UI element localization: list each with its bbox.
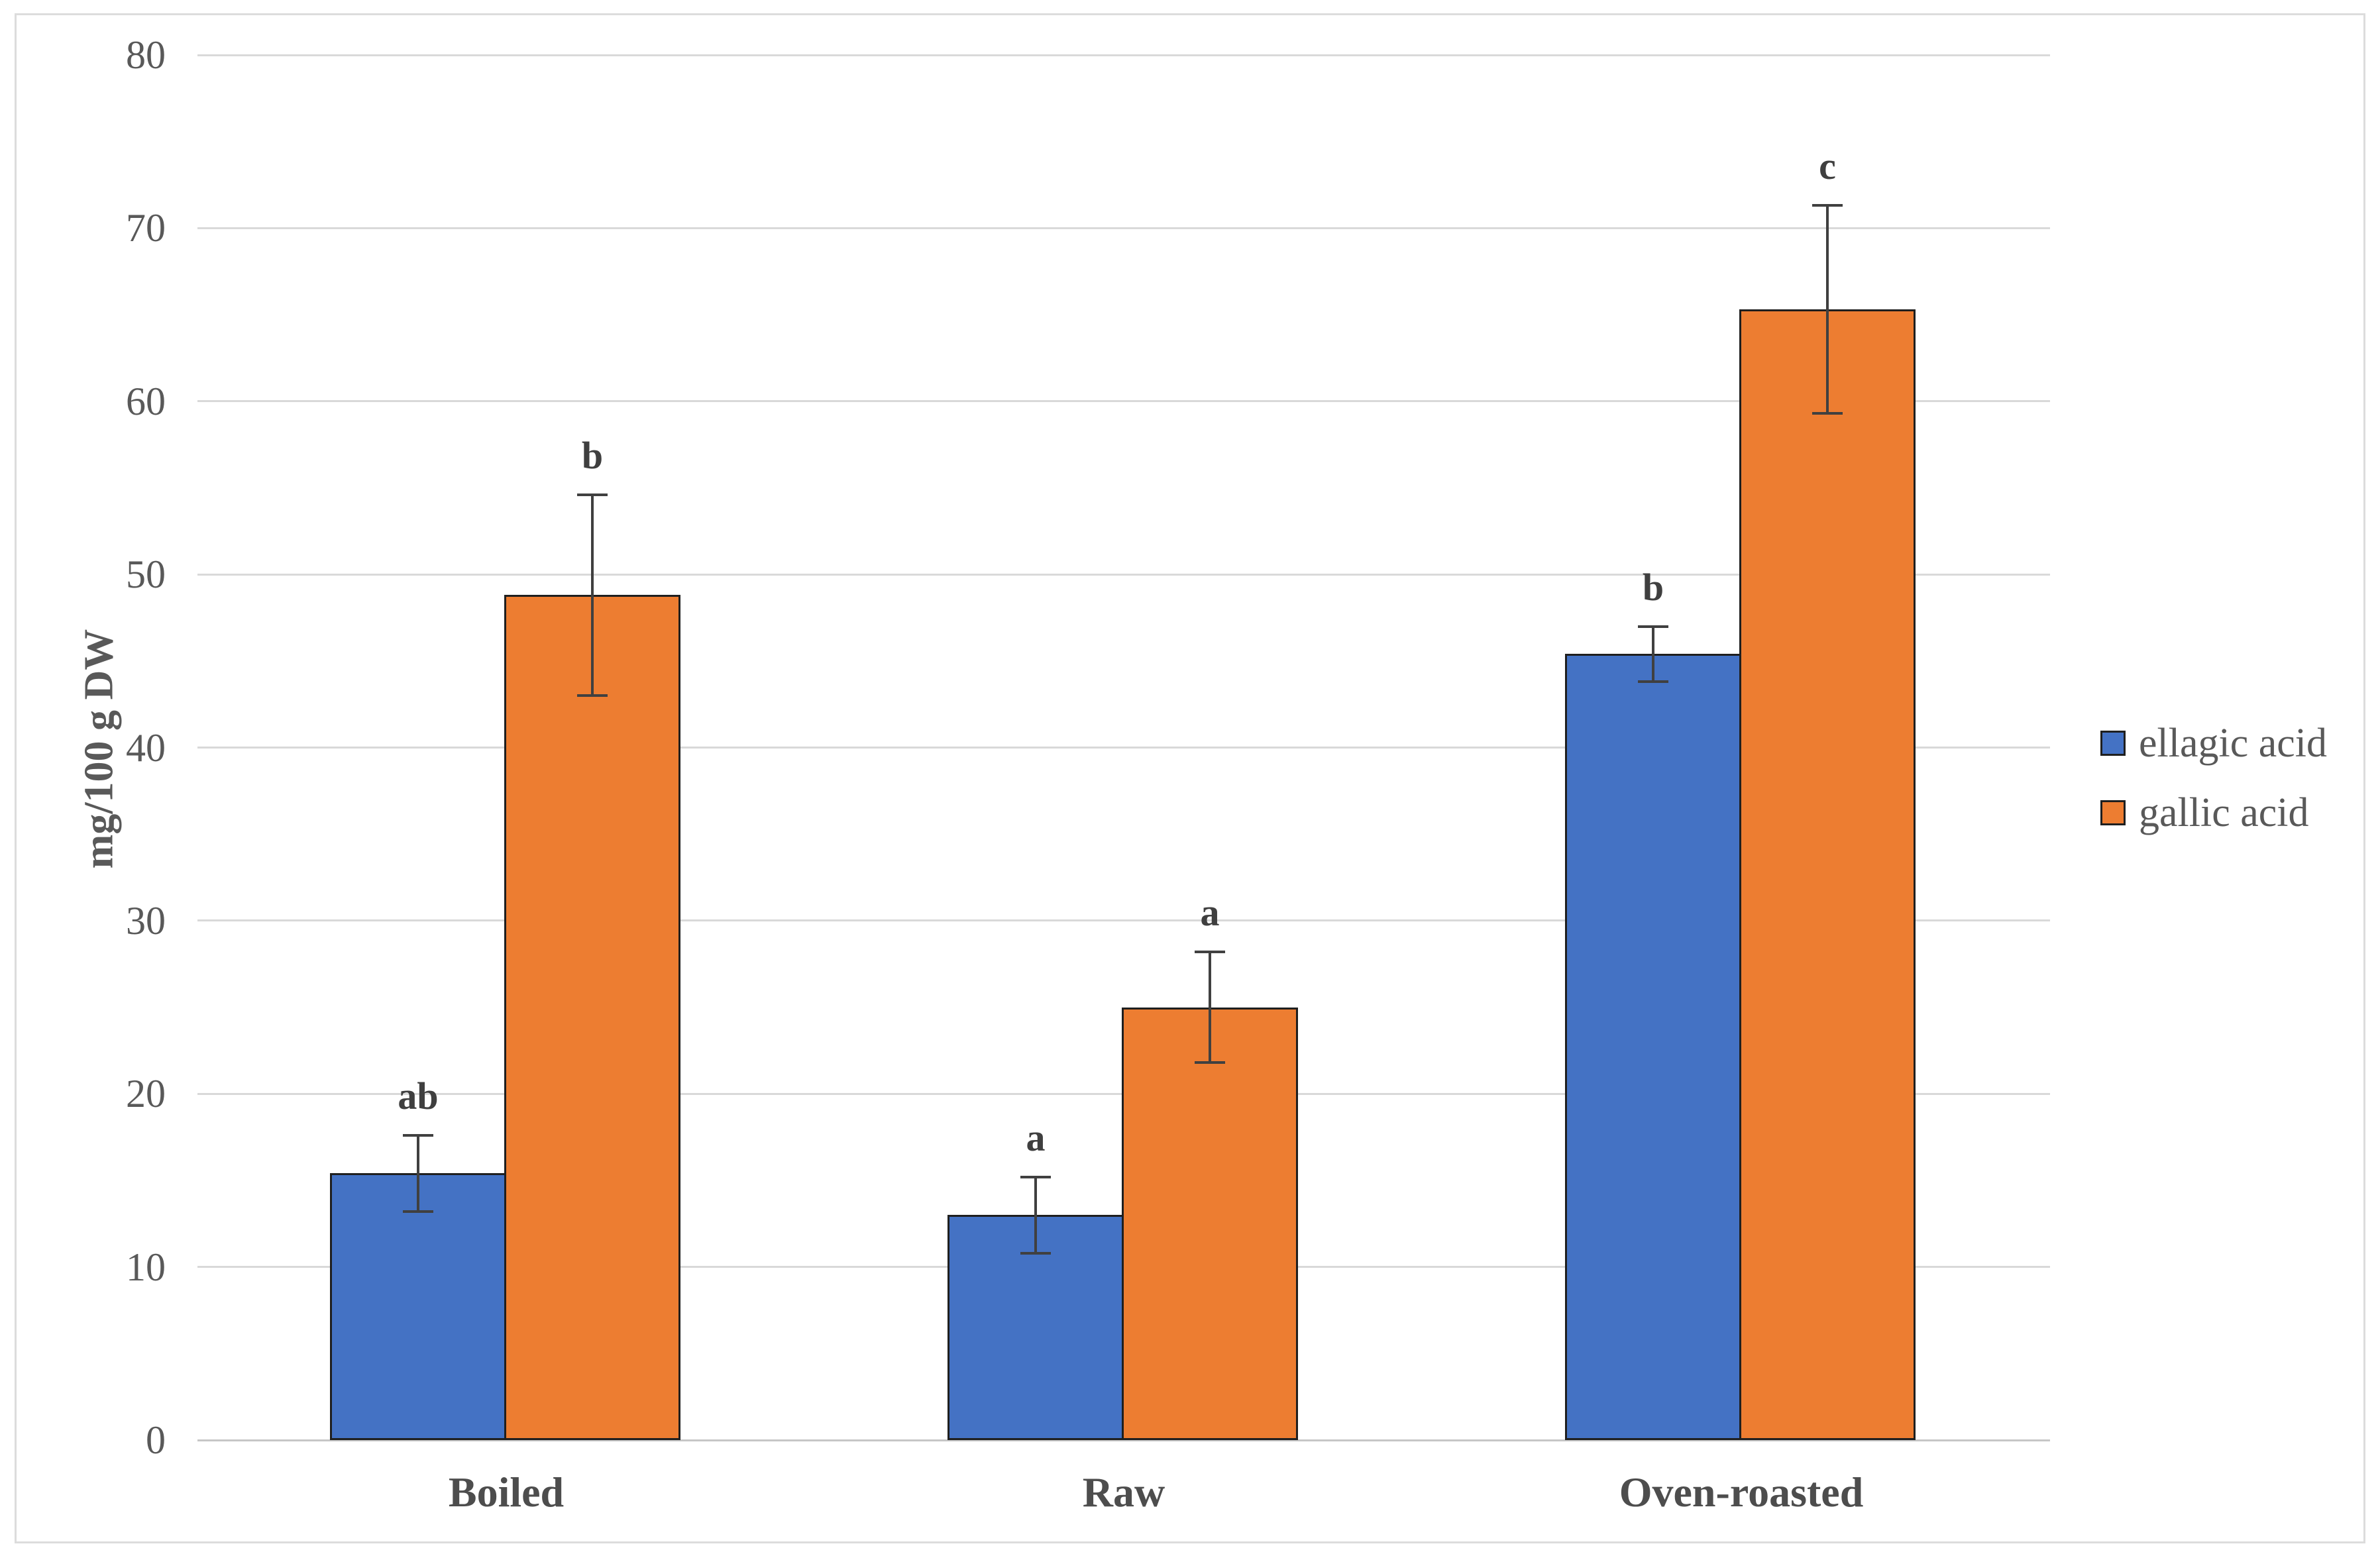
y-tick-label: 80 (126, 33, 166, 77)
error-bar (1652, 626, 1654, 682)
error-bar-cap (577, 694, 608, 698)
gridline (197, 919, 2050, 922)
x-category-label: Oven-roasted (1619, 1469, 1864, 1516)
y-tick-label: 70 (126, 206, 166, 250)
bar-gallic-acid-boiled (504, 595, 680, 1440)
y-tick-label: 50 (126, 552, 166, 597)
error-bar-cap (1638, 625, 1668, 628)
error-bar-cap (1812, 204, 1843, 207)
x-axis-line (197, 1439, 2050, 1441)
error-bar-cap (403, 1133, 433, 1137)
x-category-label: Raw (1082, 1469, 1165, 1516)
error-bar-cap (1195, 950, 1225, 953)
gridline (197, 400, 2050, 403)
bar-gallic-acid-oven-roasted (1739, 309, 1916, 1440)
legend-item: gallic acid (2100, 790, 2327, 835)
significance-letter: b (1642, 565, 1664, 609)
error-bar (591, 494, 594, 696)
error-bar-cap (1020, 1175, 1051, 1178)
x-category-label: Boiled (448, 1469, 565, 1516)
legend-swatch-gallic-acid (2100, 800, 2126, 825)
y-tick-label: 10 (126, 1245, 166, 1289)
legend-swatch-ellagic-acid (2100, 731, 2126, 756)
error-bar (1209, 951, 1211, 1063)
gridline (197, 54, 2050, 56)
bar-ellagic-acid-boiled (330, 1173, 506, 1440)
bar-ellagic-acid-oven-roasted (1565, 654, 1741, 1440)
significance-letter: c (1819, 144, 1836, 188)
gridline (197, 573, 2050, 576)
error-bar-cap (1812, 412, 1843, 415)
legend: ellagic acid gallic acid (2100, 721, 2327, 835)
error-bar-cap (403, 1210, 433, 1213)
error-bar (417, 1135, 419, 1212)
error-bar-cap (1195, 1061, 1225, 1064)
significance-letter: b (581, 433, 604, 477)
y-tick-label: 0 (146, 1418, 166, 1462)
y-tick-label: 20 (126, 1072, 166, 1116)
legend-label: gallic acid (2139, 790, 2309, 835)
gridline (197, 747, 2050, 749)
error-bar-cap (1638, 680, 1668, 684)
y-tick-label: 30 (126, 898, 166, 943)
bar-gallic-acid-raw (1122, 1007, 1298, 1440)
error-bar (1034, 1176, 1037, 1253)
error-bar-cap (577, 493, 608, 496)
y-tick-label: 40 (126, 725, 166, 770)
error-bar (1826, 205, 1829, 414)
y-tick-label: 60 (126, 379, 166, 423)
plot-area: ab b a a b c (197, 54, 2050, 1441)
significance-letter: a (1200, 890, 1220, 934)
legend-label: ellagic acid (2139, 721, 2327, 766)
significance-letter: a (1026, 1115, 1046, 1159)
gridline (197, 227, 2050, 229)
significance-letter: ab (398, 1074, 439, 1117)
error-bar-cap (1020, 1251, 1051, 1255)
legend-item: ellagic acid (2100, 721, 2327, 766)
